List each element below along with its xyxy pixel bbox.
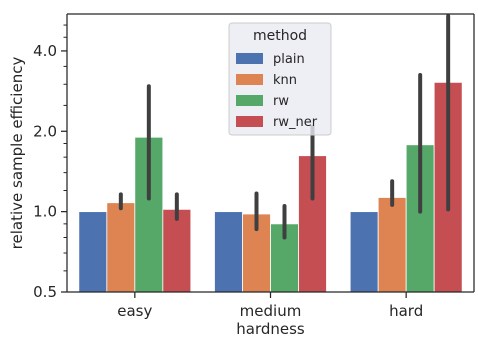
legend-label-rw_ner: rw_ner xyxy=(273,115,318,130)
error-bars xyxy=(118,14,451,240)
legend: method plain knn rw rw_ner xyxy=(228,22,332,136)
legend-swatch-rw_ner xyxy=(236,116,263,127)
y-ticks: 0.5 1.0 2.0 4.0 xyxy=(33,24,67,301)
y-tick-label: 0.5 xyxy=(33,283,57,301)
legend-swatch-plain xyxy=(236,53,263,64)
legend-swatch-rw xyxy=(236,95,263,106)
legend-label-knn: knn xyxy=(273,73,297,88)
bar-knn-easy xyxy=(106,202,136,293)
x-ticks: easy medium hard xyxy=(117,292,423,320)
x-tick-label: medium xyxy=(240,302,302,320)
bar-plain-easy xyxy=(78,211,108,293)
y-tick-label: 4.0 xyxy=(33,42,57,60)
legend-box xyxy=(228,22,332,136)
legend-swatch-knn xyxy=(236,74,263,85)
x-axis-title: hardness xyxy=(236,320,305,338)
y-tick-label: 2.0 xyxy=(33,122,57,140)
legend-label-rw: rw xyxy=(273,94,289,109)
bar-knn-hard xyxy=(377,197,407,293)
legend-label-plain: plain xyxy=(273,52,305,67)
legend-title: method xyxy=(253,28,307,44)
x-tick-label: hard xyxy=(389,302,423,320)
y-axis-title: relative sample efficiency xyxy=(8,57,26,250)
x-tick-label: easy xyxy=(117,302,152,320)
bar-plain-hard xyxy=(349,211,379,293)
bar-plain-medium xyxy=(214,211,243,293)
bar-rw_ner-easy xyxy=(162,208,192,293)
y-tick-label: 1.0 xyxy=(33,203,57,221)
legend-items: plain knn rw rw_ner xyxy=(236,52,318,130)
